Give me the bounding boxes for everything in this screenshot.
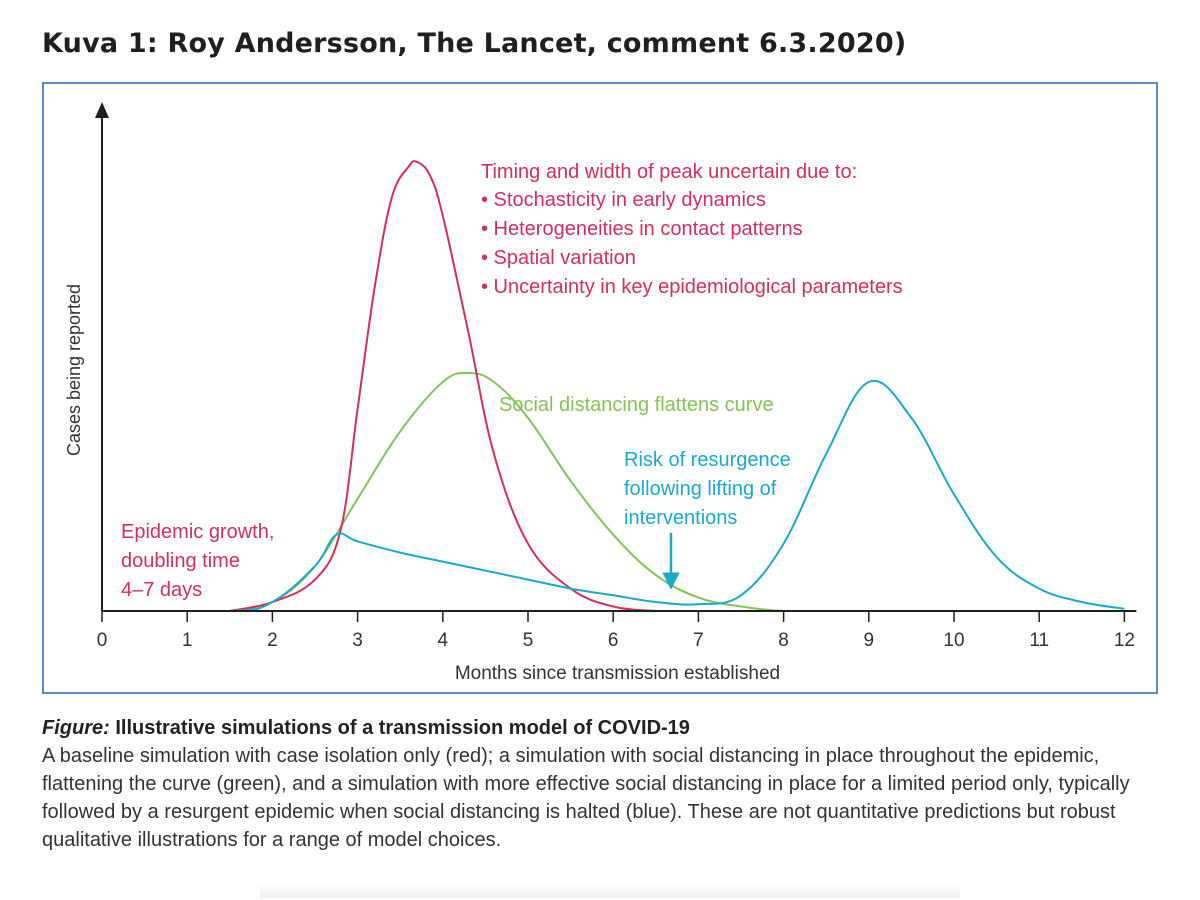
annotation-growth-line-2: doubling time xyxy=(121,550,240,572)
x-tick-label-10: 10 xyxy=(943,630,964,651)
x-tick-label-9: 9 xyxy=(864,630,875,651)
x-tick-label-7: 7 xyxy=(693,630,704,651)
annotation-red-bullet-2: • Heterogeneities in contact patterns xyxy=(481,218,803,240)
x-tick-label-1: 1 xyxy=(182,630,193,651)
annotation-blue-line-1: Risk of resurgence xyxy=(624,449,791,471)
bottom-shadow xyxy=(260,884,960,898)
caption-label: Figure: xyxy=(42,717,110,739)
annotation-blue-line-3: interventions xyxy=(624,507,737,529)
x-tick-label-11: 11 xyxy=(1029,630,1049,651)
annotation-red-heading: Timing and width of peak uncertain due t… xyxy=(481,161,857,183)
x-tick-label-3: 3 xyxy=(352,630,363,651)
x-tick-label-5: 5 xyxy=(523,630,534,651)
x-tick-label-8: 8 xyxy=(778,630,789,651)
x-tick-label-4: 4 xyxy=(438,630,449,651)
series-red-case-isolation xyxy=(229,160,656,612)
annotation-red-bullet-3: • Spatial variation xyxy=(481,247,636,269)
figure-frame: 0 1 2 3 4 5 6 7 8 9 10 11 12 Months since transmissio… xyxy=(42,82,1158,694)
x-tick-label-12: 12 xyxy=(1114,630,1135,651)
annotation-red-bullet-1: • Stochasticity in early dynamics xyxy=(481,189,766,211)
annotation-green-label: Social distancing flattens curve xyxy=(499,394,774,416)
figure-caption: Figure: Illustrative simulations of a tr… xyxy=(42,714,1162,854)
series-green-social-distancing xyxy=(229,371,827,612)
series-blue-resurgence xyxy=(102,379,1125,612)
y-axis-arrow-icon xyxy=(95,102,109,118)
y-axis-label: Cases being reported xyxy=(64,284,84,456)
annotation-growth-line-3: 4–7 days xyxy=(121,579,202,601)
annotation-red-bullet-4: • Uncertainty in key epidemiological par… xyxy=(481,276,903,298)
annotation-blue-line-2: following lifting of xyxy=(624,478,777,500)
x-tick-label-6: 6 xyxy=(608,630,619,651)
page-heading: Kuva 1: Roy Andersson, The Lancet, comme… xyxy=(42,28,907,59)
caption-title: Illustrative simulations of a transmissi… xyxy=(115,717,690,739)
annotation-growth-line-1: Epidemic growth, xyxy=(121,521,274,543)
x-axis-label: Months since transmission established xyxy=(455,663,780,684)
x-tick-label-2: 2 xyxy=(267,630,278,651)
x-tick-label-0: 0 xyxy=(97,630,108,651)
caption-text: A baseline simulation with case isolatio… xyxy=(42,745,1130,851)
